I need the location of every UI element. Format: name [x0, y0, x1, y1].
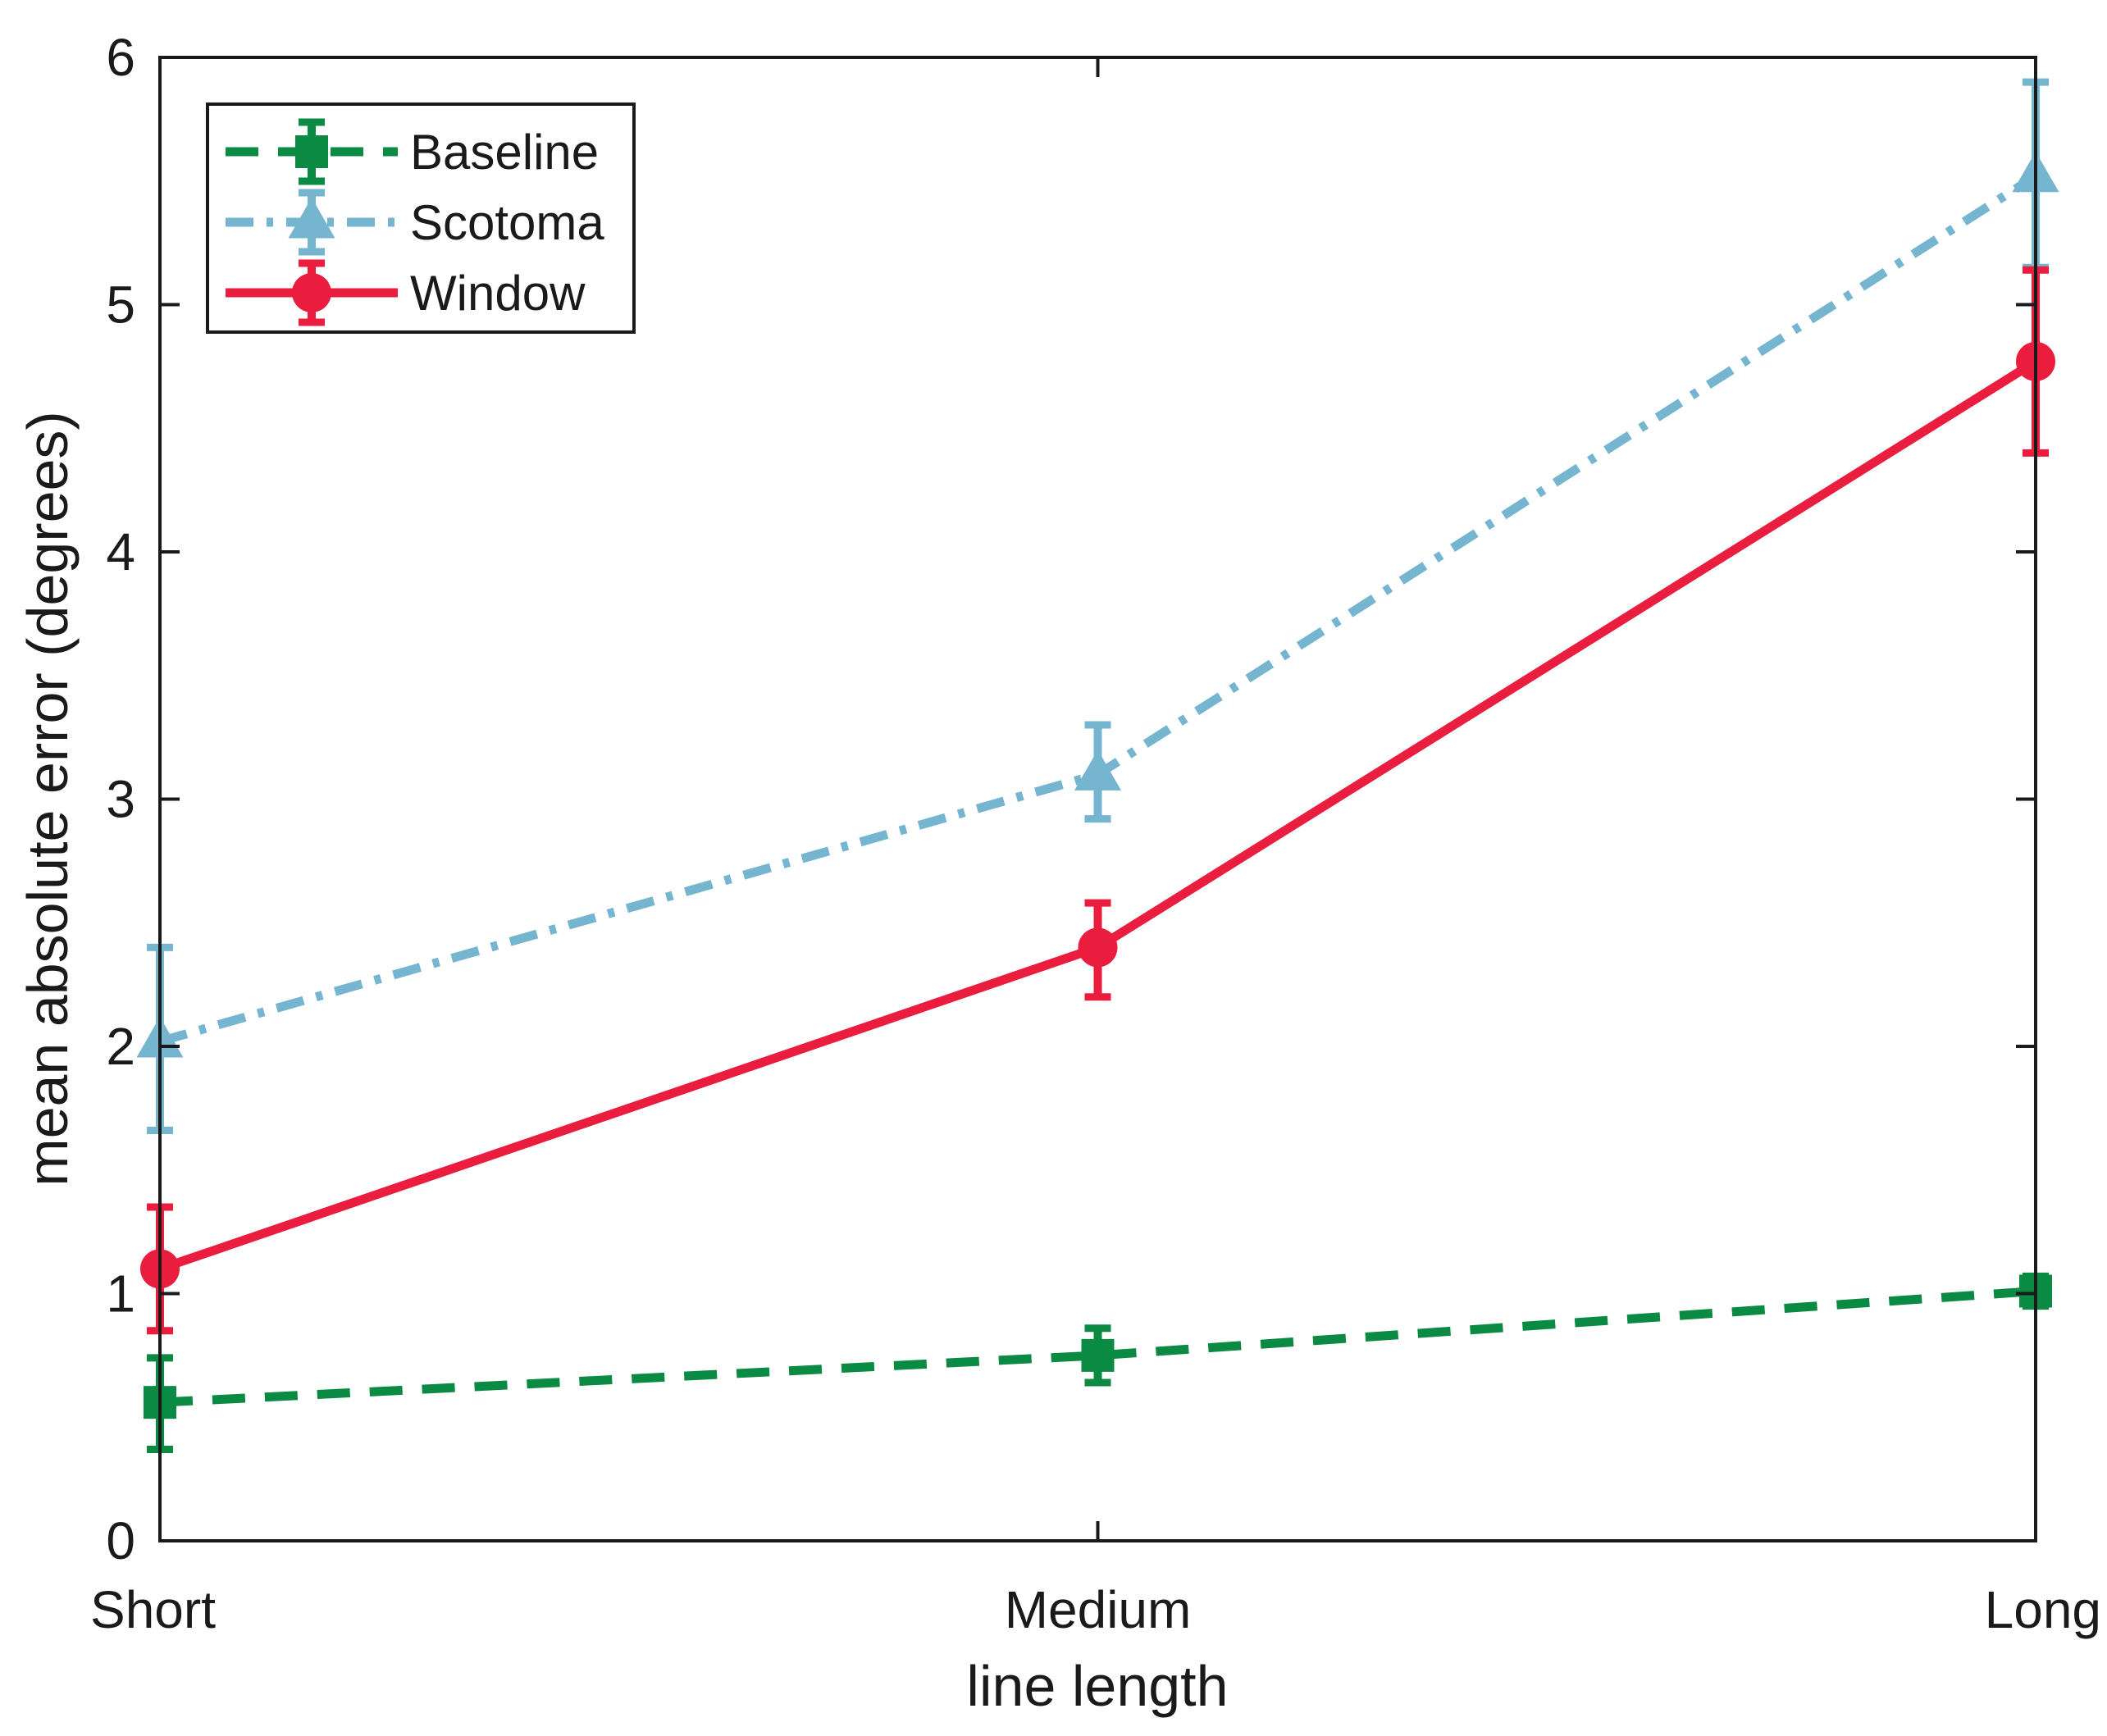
data-point-window: [1078, 927, 1118, 968]
x-axis-title: line length: [966, 1654, 1228, 1718]
x-tick-label-short: Short: [90, 1580, 216, 1639]
y-tick-label: 1: [106, 1264, 135, 1324]
legend-marker-window: [292, 273, 331, 312]
legend-marker-scotoma: [288, 198, 335, 239]
legend-label-scotoma: Scotoma: [410, 195, 604, 250]
y-axis-title: mean absolute error (degrees): [16, 411, 80, 1186]
y-tick-label: 0: [106, 1511, 135, 1570]
legend: Baseline Scotoma Window: [206, 103, 636, 334]
y-tick-label: 6: [106, 28, 135, 87]
ticks-layer: 0 1 2 3 4 5 6 Short Medium Long: [90, 28, 2101, 1639]
x-tick-label-long: Long: [1985, 1580, 2101, 1639]
legend-label-baseline: Baseline: [410, 125, 599, 180]
x-tick-label-medium: Medium: [1005, 1580, 1192, 1639]
y-tick-label: 3: [106, 770, 135, 829]
y-tick-label: 4: [106, 522, 135, 581]
y-tick-label: 2: [106, 1017, 135, 1076]
data-point-baseline: [1081, 1338, 1115, 1372]
legend-marker-baseline: [295, 135, 328, 168]
y-tick-label: 5: [106, 276, 135, 335]
data-point-scotoma: [1074, 750, 1121, 791]
legend-label-window: Window: [410, 266, 586, 321]
